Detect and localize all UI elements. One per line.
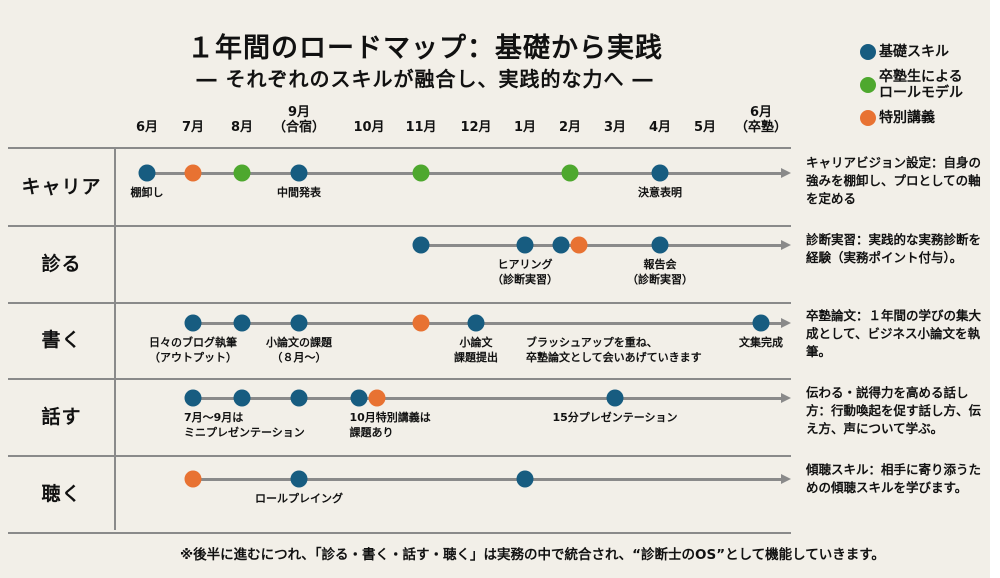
footer-note: ※後半に進むにつれ、「診る・書く・話す・聴く」は実務の中で統合され、“診断士のO… — [180, 547, 885, 563]
legend-dot-basic-icon — [860, 44, 876, 60]
event-note: 小論文 課題提出 — [454, 336, 498, 364]
month-label: 6月 — [135, 120, 159, 135]
row-divider — [8, 302, 791, 304]
legend-label: 特別講義 — [879, 110, 935, 126]
event-dot-special — [184, 164, 202, 182]
event-dot-basic — [350, 389, 367, 407]
row-divider — [8, 225, 791, 227]
month-label: 12月 — [460, 120, 492, 135]
event-dot-basic — [516, 470, 534, 488]
row-label: キャリア — [21, 176, 102, 198]
event-dot-basic — [606, 389, 624, 407]
event-note: 小論文の課題 （８月～） — [266, 336, 332, 364]
event-dot-special — [368, 389, 386, 407]
arrow-right-icon — [781, 168, 791, 178]
event-note: ロールプレイング — [255, 492, 343, 505]
event-dot-basic — [290, 389, 308, 407]
timeline-track — [193, 478, 782, 481]
row-label: 話す — [41, 406, 82, 428]
timeline-track — [147, 172, 782, 175]
event-dot-basic — [138, 164, 156, 182]
row-divider — [8, 378, 791, 380]
arrow-right-icon — [781, 240, 791, 250]
month-label: 9月 （合宿） — [272, 105, 326, 135]
event-dot-basic — [752, 314, 770, 332]
month-label: 6月 （卒塾） — [734, 105, 788, 135]
event-note: 決意表明 — [638, 186, 682, 199]
month-label: 8月 — [230, 120, 254, 135]
legend: 基礎スキル 卒塾生による ロールモデル 特別講義 — [860, 44, 963, 135]
event-note: 棚卸し — [130, 186, 164, 199]
event-note: ヒアリング （診断実習） — [492, 258, 558, 286]
event-dot-rolemodel — [233, 164, 251, 182]
row-description: 診断実習：実践的な実務診断を経験（実務ポイント付与）。 — [806, 232, 982, 265]
event-dot-basic — [184, 389, 202, 407]
event-dot-basic — [184, 314, 202, 332]
row-description: 伝わる・説得力を高める話し方：行動喚起を促す話し方、伝え方、声について学ぶ。 — [806, 385, 982, 436]
event-dot-basic — [552, 236, 570, 254]
label-column-divider — [114, 148, 116, 530]
event-dot-basic — [290, 470, 308, 488]
event-dot-rolemodel — [561, 164, 579, 182]
page-subtitle: ― それぞれのスキルが融合し、実践的な力へ ― — [196, 67, 654, 91]
month-label: 11月 — [405, 120, 437, 135]
legend-item-rolemodel: 卒塾生による ロールモデル — [860, 69, 963, 101]
timeline-track — [193, 322, 782, 325]
arrow-right-icon — [781, 393, 791, 403]
event-dot-basic — [233, 389, 251, 407]
event-note: ブラッシュアップを重ね、 卒塾論文として会いあげていきます — [526, 336, 702, 364]
event-note: 日々のブログ執筆 （アウトプット） — [149, 336, 237, 364]
event-dot-basic — [651, 164, 669, 182]
row-description: キャリアビジョン設定：自身の強みを棚卸し、プロとしての軸を定める — [806, 155, 982, 206]
event-dot-basic — [412, 236, 430, 254]
event-note: 7月～9月は ミニプレゼンテーション — [184, 411, 305, 439]
event-dot-basic — [233, 314, 251, 332]
arrow-right-icon — [781, 474, 791, 484]
arrow-right-icon — [781, 318, 791, 328]
row-description: 卒塾論文：１年間の学びの集大成として、ビジネス小論文を執筆。 — [806, 308, 982, 359]
legend-dot-special-icon — [860, 110, 876, 126]
event-note: 中間発表 — [277, 186, 321, 199]
row-label: 書く — [41, 329, 82, 351]
legend-label: 卒塾生による ロールモデル — [879, 69, 963, 101]
timeline-track — [421, 244, 782, 247]
event-dot-rolemodel — [412, 164, 430, 182]
event-dot-basic — [516, 236, 534, 254]
timeline-track — [193, 397, 782, 400]
month-label: 7月 — [181, 120, 205, 135]
month-label: 4月 — [648, 120, 672, 135]
event-note: 10月特別講義は 課題あり — [349, 411, 431, 439]
event-dot-special — [412, 314, 430, 332]
row-divider — [8, 532, 791, 534]
event-note: 報告会 （診断実習） — [627, 258, 693, 286]
row-description: 傾聴スキル：相手に寄り添うための傾聴スキルを学びます。 — [806, 462, 982, 495]
month-label: 2月 — [558, 120, 582, 135]
legend-label: 基礎スキル — [879, 44, 949, 60]
event-note: 15分プレゼンテーション — [552, 411, 678, 424]
row-label: 診る — [41, 253, 82, 275]
event-dot-basic — [467, 314, 485, 332]
month-label: 5月 — [693, 120, 717, 135]
month-label: 10月 — [353, 120, 385, 135]
event-dot-special — [570, 236, 588, 254]
legend-item-basic: 基礎スキル — [860, 44, 963, 60]
event-dot-basic — [651, 236, 669, 254]
month-label: 3月 — [603, 120, 627, 135]
event-dot-basic — [290, 314, 308, 332]
event-dot-basic — [290, 164, 308, 182]
month-label: 1月 — [513, 120, 537, 135]
page-title: １年間のロードマップ：基礎から実践 — [187, 33, 663, 64]
legend-dot-rolemodel-icon — [860, 77, 876, 93]
event-dot-special — [184, 470, 202, 488]
header-divider — [8, 147, 791, 149]
row-label: 聴く — [41, 483, 82, 505]
legend-item-special: 特別講義 — [860, 110, 963, 126]
event-note: 文集完成 — [739, 336, 783, 349]
row-divider — [8, 455, 791, 457]
